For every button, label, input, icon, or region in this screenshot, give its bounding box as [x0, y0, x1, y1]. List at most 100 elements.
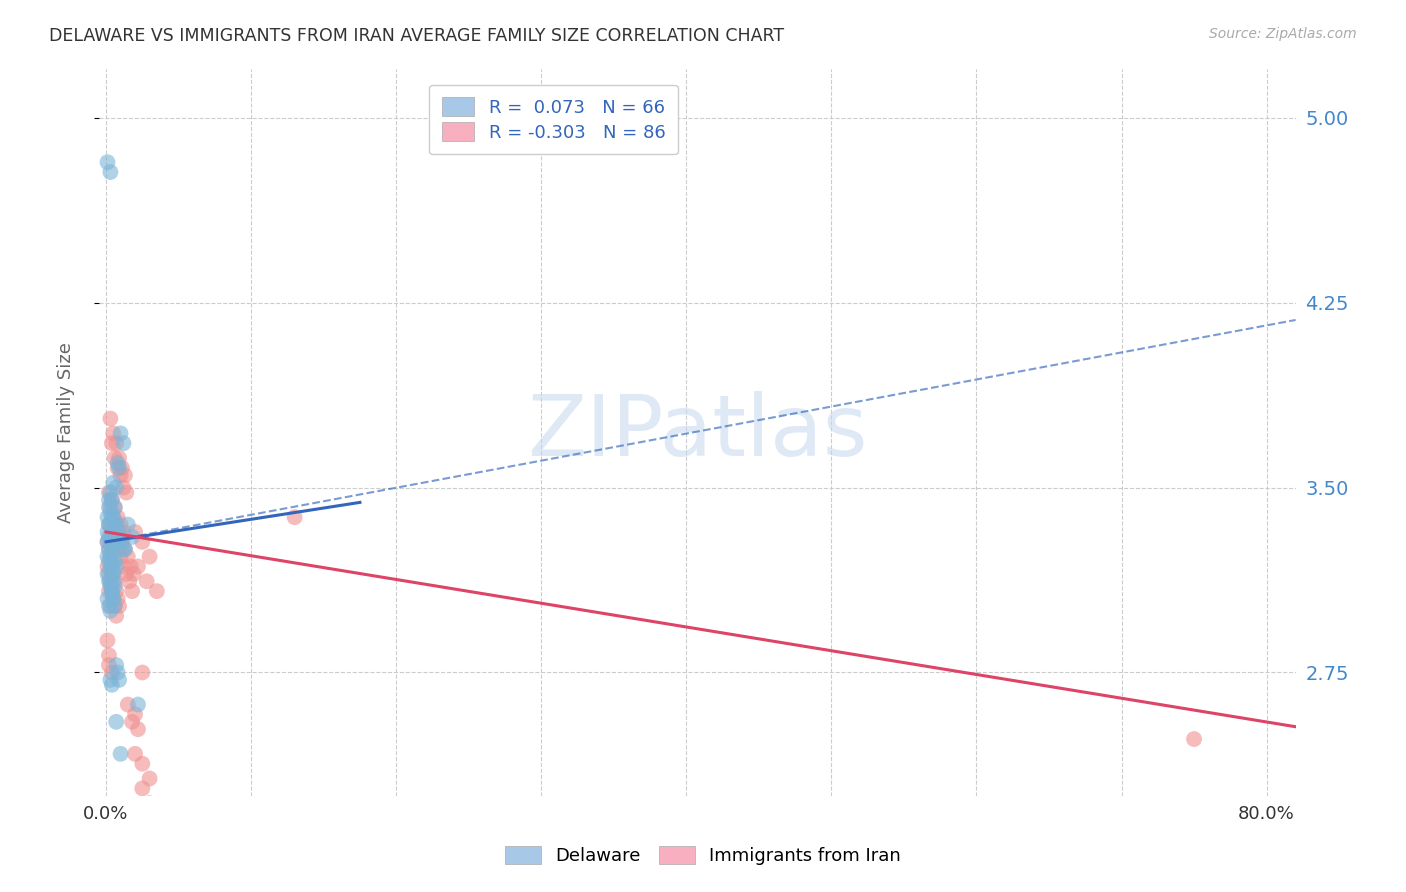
Point [101, 492, 124, 507]
Point [131, 534, 153, 549]
Point [107, 591, 129, 606]
Point [105, 517, 128, 532]
Point [101, 559, 124, 574]
Point [138, 772, 160, 786]
Point [100, 559, 122, 574]
Text: Source: ZipAtlas.com: Source: ZipAtlas.com [1209, 27, 1357, 41]
Point [97, 584, 120, 599]
Point [96, 591, 118, 606]
Point [100, 574, 122, 589]
Point [117, 549, 139, 564]
Point [112, 524, 135, 539]
Legend: R =  0.073   N = 66, R = -0.303   N = 86: R = 0.073 N = 66, R = -0.303 N = 86 [429, 85, 678, 154]
Point [284, 510, 307, 524]
Point [97, 574, 120, 589]
Point [1182, 732, 1205, 747]
Point [108, 450, 131, 465]
Point [101, 566, 124, 581]
Point [101, 510, 124, 524]
Point [122, 566, 145, 581]
Point [138, 796, 160, 810]
Point [100, 549, 122, 564]
Text: ZIPatlas: ZIPatlas [527, 391, 868, 474]
Point [101, 665, 124, 680]
Point [103, 549, 125, 564]
Point [105, 608, 128, 623]
Point [97, 542, 120, 557]
Point [97, 658, 120, 673]
Point [96, 524, 118, 539]
Point [105, 436, 128, 450]
Point [115, 566, 138, 581]
Point [104, 500, 127, 515]
Point [146, 805, 169, 820]
Point [127, 559, 149, 574]
Point [114, 542, 136, 557]
Text: DELAWARE VS IMMIGRANTS FROM IRAN AVERAGE FAMILY SIZE CORRELATION CHART: DELAWARE VS IMMIGRANTS FROM IRAN AVERAGE… [49, 27, 785, 45]
Point [107, 524, 129, 539]
Point [115, 485, 138, 500]
Point [103, 510, 125, 524]
Point [108, 673, 131, 687]
Point [131, 756, 153, 771]
Point [107, 542, 129, 557]
Legend: Delaware, Immigrants from Iran: Delaware, Immigrants from Iran [496, 837, 910, 874]
Point [97, 530, 120, 544]
Point [131, 665, 153, 680]
Point [101, 678, 124, 692]
Point [105, 517, 128, 532]
Point [114, 542, 136, 557]
Point [97, 648, 120, 663]
Point [117, 698, 139, 712]
Point [118, 574, 141, 589]
Point [96, 510, 118, 524]
Point [100, 604, 122, 618]
Point [112, 481, 135, 495]
Point [96, 534, 118, 549]
Point [104, 579, 127, 593]
Point [104, 500, 127, 515]
Point [100, 549, 122, 564]
Point [121, 530, 143, 544]
Point [124, 524, 146, 539]
Point [97, 555, 120, 569]
Point [107, 665, 129, 680]
Point [111, 461, 134, 475]
Point [138, 549, 160, 564]
Point [127, 698, 149, 712]
Point [112, 559, 135, 574]
Point [112, 436, 135, 450]
Point [105, 658, 128, 673]
Point [101, 542, 124, 557]
Point [121, 805, 143, 820]
Point [107, 461, 129, 475]
Point [101, 436, 124, 450]
Point [100, 500, 122, 515]
Point [97, 599, 120, 613]
Point [97, 566, 120, 581]
Point [112, 542, 135, 557]
Point [103, 574, 125, 589]
Point [97, 485, 120, 500]
Point [97, 500, 120, 515]
Y-axis label: Average Family Size: Average Family Size [58, 342, 75, 523]
Point [96, 566, 118, 581]
Point [100, 534, 122, 549]
Point [104, 450, 127, 465]
Point [105, 714, 128, 729]
Point [104, 534, 127, 549]
Point [104, 517, 127, 532]
Point [124, 707, 146, 722]
Point [100, 411, 122, 425]
Point [110, 747, 132, 761]
Point [97, 542, 120, 557]
Point [107, 510, 129, 524]
Point [105, 481, 128, 495]
Point [100, 579, 122, 593]
Point [104, 555, 127, 569]
Point [108, 461, 131, 475]
Point [110, 468, 132, 483]
Point [108, 524, 131, 539]
Point [120, 559, 142, 574]
Point [101, 524, 124, 539]
